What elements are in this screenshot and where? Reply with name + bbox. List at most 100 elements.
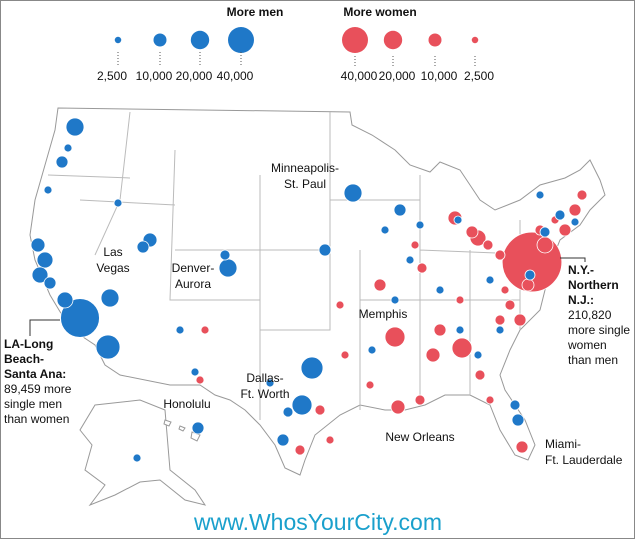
bubble: [405, 255, 415, 265]
bubble: [455, 325, 465, 335]
legend-label: 20,000: [379, 69, 416, 83]
bubble: [65, 117, 85, 137]
annotation-title: Northern: [568, 278, 619, 292]
annotation-text: 210,820: [568, 308, 612, 322]
legend-bubble: [428, 33, 442, 47]
annotation-title: LA-Long: [4, 337, 53, 351]
bubble: [410, 240, 420, 250]
bubble: [390, 399, 406, 415]
bubble: [60, 298, 100, 338]
bubble: [191, 421, 205, 435]
legend-bubble: [153, 33, 167, 47]
annotation-title: N.Y.-: [568, 263, 594, 277]
city-label: Miami-: [545, 437, 581, 451]
leader-line: [560, 257, 586, 262]
bubble: [536, 236, 554, 254]
bubble: [500, 285, 510, 295]
legend-bubble: [383, 30, 403, 50]
bubble: [219, 249, 231, 261]
annotation-text: women: [567, 338, 607, 352]
bubble: [415, 220, 425, 230]
city-label: New Orleans: [385, 430, 454, 444]
bubble: [473, 350, 483, 360]
bubble: [568, 203, 582, 217]
bubble: [132, 453, 142, 463]
bubble: [495, 325, 505, 335]
legend-bubble: [228, 27, 254, 53]
bubble: [390, 295, 400, 305]
annotation-text: more single: [568, 323, 630, 337]
legend-label: 2,500: [97, 69, 127, 83]
city-label: Memphis: [359, 307, 408, 321]
bubble: [433, 323, 447, 337]
annotation-title: Beach-: [4, 352, 44, 366]
bubble: [195, 375, 205, 385]
bubble: [43, 185, 53, 195]
bubble: [265, 378, 275, 388]
annotation-text: than women: [4, 412, 69, 426]
bubble: [494, 249, 506, 261]
bubble: [554, 209, 566, 221]
legend-label: 40,000: [217, 69, 254, 83]
outline: [29, 107, 606, 507]
bubble: [343, 183, 363, 203]
bubble: [100, 288, 120, 308]
labels: Minneapolis- St. Paul Las Vegas Denver- Auror…: [4, 161, 630, 467]
bubble: [55, 155, 69, 169]
annotation-title: N.J.:: [568, 293, 594, 307]
bubble: [455, 295, 465, 305]
bubble: [535, 190, 545, 200]
bubble: [365, 380, 375, 390]
bubble: [474, 369, 486, 381]
legend-label: 20,000: [176, 69, 213, 83]
bubble: [314, 404, 326, 416]
bubble: [200, 325, 210, 335]
bubble: [558, 223, 572, 237]
bubble: [373, 278, 387, 292]
bubble: [276, 433, 290, 447]
alaska: [79, 399, 207, 507]
annotation-title: Santa Ana:: [4, 367, 66, 381]
leader-line: [29, 319, 60, 336]
bubble: [425, 347, 441, 363]
bubble: [504, 299, 516, 311]
bubble: [513, 313, 527, 327]
legend-bubble: [114, 36, 122, 44]
bubble: [300, 356, 324, 380]
legend-bubble: [190, 30, 210, 50]
legend-title: More women: [343, 5, 416, 19]
bubble: [570, 217, 580, 227]
city-label: Denver-: [172, 261, 215, 275]
legend: More men More women 2,500 10,000 20,000 40,…: [97, 5, 494, 83]
legend-label: 2,500: [464, 69, 494, 83]
city-label: Minneapolis-: [271, 161, 339, 175]
bubble: [31, 266, 49, 284]
bubble: [494, 314, 506, 326]
bubble: [451, 337, 473, 359]
bubble: [175, 325, 185, 335]
legend-label: 10,000: [136, 69, 173, 83]
bubble: [335, 300, 345, 310]
bubble: [113, 198, 123, 208]
city-label: Aurora: [175, 277, 211, 291]
bubble: [136, 240, 150, 254]
bubble: [485, 275, 495, 285]
bubble: [515, 440, 529, 454]
bubble: [380, 225, 390, 235]
bubble: [485, 395, 495, 405]
legend-title: More men: [227, 5, 284, 19]
city-label: Las: [103, 245, 122, 259]
city-label: Ft. Worth: [240, 387, 289, 401]
bubble: [95, 334, 121, 360]
city-label: Honolulu: [163, 397, 210, 411]
bubble: [509, 399, 521, 411]
bubble: [63, 143, 73, 153]
legend-label: 40,000: [341, 69, 378, 83]
bubble: [416, 262, 428, 274]
bubble: [393, 203, 407, 217]
bubble: [524, 269, 536, 281]
annotation-text: single men: [4, 397, 62, 411]
bubble: [465, 225, 479, 239]
bubble: [576, 189, 588, 201]
